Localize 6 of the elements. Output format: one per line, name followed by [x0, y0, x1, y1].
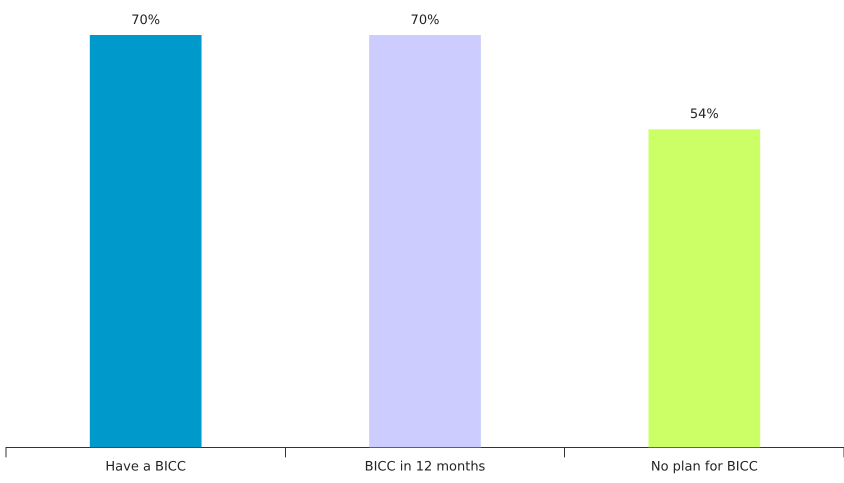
x-tick-label: BICC in 12 months	[364, 460, 486, 475]
x-tick-label: No plan for BICC	[650, 460, 758, 475]
data-label: 70%	[410, 12, 440, 28]
data-label: 70%	[131, 12, 160, 28]
data-label: 54%	[690, 107, 719, 122]
x-tick-label: Have a BICC	[105, 460, 186, 475]
